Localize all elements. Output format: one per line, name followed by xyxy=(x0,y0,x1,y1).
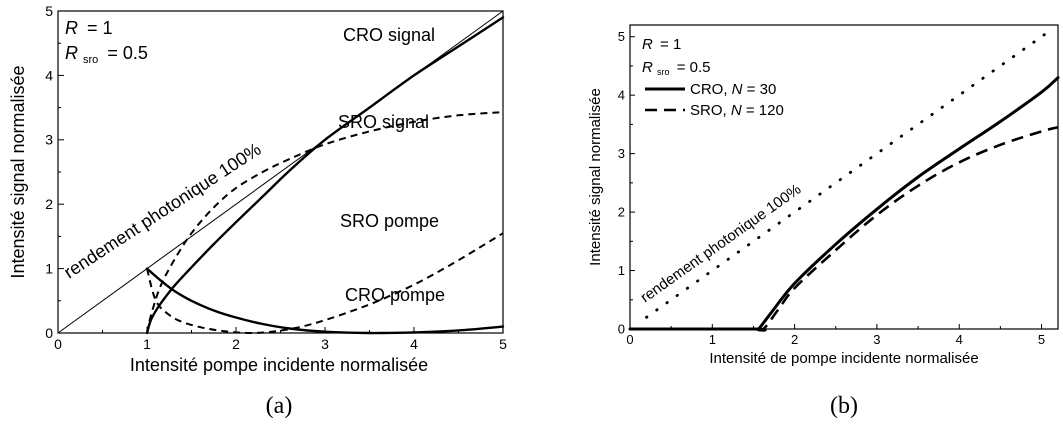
y-tick-label: 1 xyxy=(45,261,53,277)
label-rendement-b: rendement photonique 100% xyxy=(637,181,804,306)
legend-entry-cro: CRO, N = 30 xyxy=(690,81,776,98)
y-tick-label: 4 xyxy=(45,67,53,83)
panel-caption-b: (b) xyxy=(830,393,858,419)
y-tick-label: 4 xyxy=(618,88,625,103)
y-tick-label: 3 xyxy=(45,132,53,148)
x-tick-label: 5 xyxy=(1038,332,1045,347)
y-axis-label-b: Intensité signal normalisée xyxy=(587,88,604,266)
tick-labels-a: 0 1 2 3 4 5 0 1 2 3 4 5 xyxy=(45,3,507,352)
label-cro-signal: CRO signal xyxy=(343,25,435,45)
param-r-b: R = 1 xyxy=(642,36,681,53)
x-tick-label: 3 xyxy=(873,332,880,347)
y-tick-label: 2 xyxy=(618,205,625,220)
x-tick-label: 4 xyxy=(410,336,418,352)
series-line-cro_signal xyxy=(145,16,505,335)
x-tick-label: 3 xyxy=(321,336,329,352)
legend-prefix: SRO, xyxy=(690,102,731,119)
x-tick-label: 5 xyxy=(499,336,507,352)
param-r-symbol: R xyxy=(65,18,78,38)
legend-b: CRO, N = 30 SRO, N = 120 xyxy=(645,81,784,119)
x-tick-label: 1 xyxy=(709,332,716,347)
legend-entry-sro: SRO, N = 120 xyxy=(690,102,784,119)
param-rsro-value: = 0.5 xyxy=(107,43,148,63)
y-tick-label: 0 xyxy=(45,325,53,341)
panel-caption-a: (a) xyxy=(266,393,293,419)
y-tick-label: 3 xyxy=(618,146,625,161)
plot-frame-b xyxy=(629,24,1059,330)
param-rsro-sub: sro xyxy=(657,67,670,77)
y-tick-label: 0 xyxy=(618,322,625,337)
legend-var: N xyxy=(732,81,743,98)
series-line-sro_pompe xyxy=(146,232,504,335)
x-axis-label-a: Intensité pompe incidente normalisée xyxy=(130,355,428,375)
param-rsro-symbol: R xyxy=(65,43,78,63)
y-tick-label: 1 xyxy=(618,263,625,278)
param-r-symbol: R xyxy=(642,36,653,53)
x-tick-label: 0 xyxy=(626,332,633,347)
x-tick-label: 2 xyxy=(791,332,798,347)
legend-var: N xyxy=(731,102,742,119)
y-axis-label-a: Intensité signal normalisée xyxy=(8,65,28,278)
chart-panel-a: 0 1 2 3 4 5 0 1 2 3 4 5 R = 1 R sro = 0.5 CRO signa… xyxy=(8,3,507,419)
param-rsro-value: = 0.5 xyxy=(677,59,711,76)
param-rsro-b: R sro = 0.5 xyxy=(642,59,710,79)
param-r-value: = 1 xyxy=(660,36,681,53)
series-line-sro_signal xyxy=(146,111,504,334)
series-group-a xyxy=(57,10,505,335)
param-r-value: = 1 xyxy=(87,18,113,38)
x-tick-label: 4 xyxy=(956,332,963,347)
label-sro-pompe: SRO pompe xyxy=(340,211,439,231)
y-tick-label: 5 xyxy=(45,3,53,19)
param-r-a: R = 1 xyxy=(65,18,113,38)
x-tick-label: 2 xyxy=(232,336,240,352)
series-line-rendement xyxy=(645,29,1052,319)
x-axis-label-b: Intensité de pompe incidente normalisée xyxy=(709,350,978,367)
param-rsro-symbol: R xyxy=(642,59,653,76)
param-rsro-a: R sro = 0.5 xyxy=(65,43,148,67)
legend-suffix: = 30 xyxy=(743,81,777,98)
series-group-b xyxy=(628,29,1060,332)
y-tick-label: 2 xyxy=(45,196,53,212)
label-cro-pompe: CRO pompe xyxy=(345,285,445,305)
y-tick-label: 5 xyxy=(618,29,625,44)
legend-prefix: CRO, xyxy=(690,81,732,98)
label-sro-signal: SRO signal xyxy=(338,112,429,132)
legend-suffix: = 120 xyxy=(742,102,784,119)
x-tick-label: 1 xyxy=(143,336,151,352)
param-rsro-sub: sro xyxy=(83,54,98,66)
x-tick-label: 0 xyxy=(54,336,62,352)
series-line-cro_pompe xyxy=(145,267,505,335)
chart-panel-b: 0 1 2 3 4 5 0 1 2 3 4 5 R = 1 R sro = 0.5 CRO, N = … xyxy=(587,24,1060,419)
series-line-sro xyxy=(630,126,1059,332)
tick-marks-a xyxy=(57,10,504,334)
label-rendement-a: rendement photonique 100% xyxy=(60,139,264,282)
tick-labels-b: 0 1 2 3 4 5 0 1 2 3 4 5 xyxy=(618,29,1045,347)
